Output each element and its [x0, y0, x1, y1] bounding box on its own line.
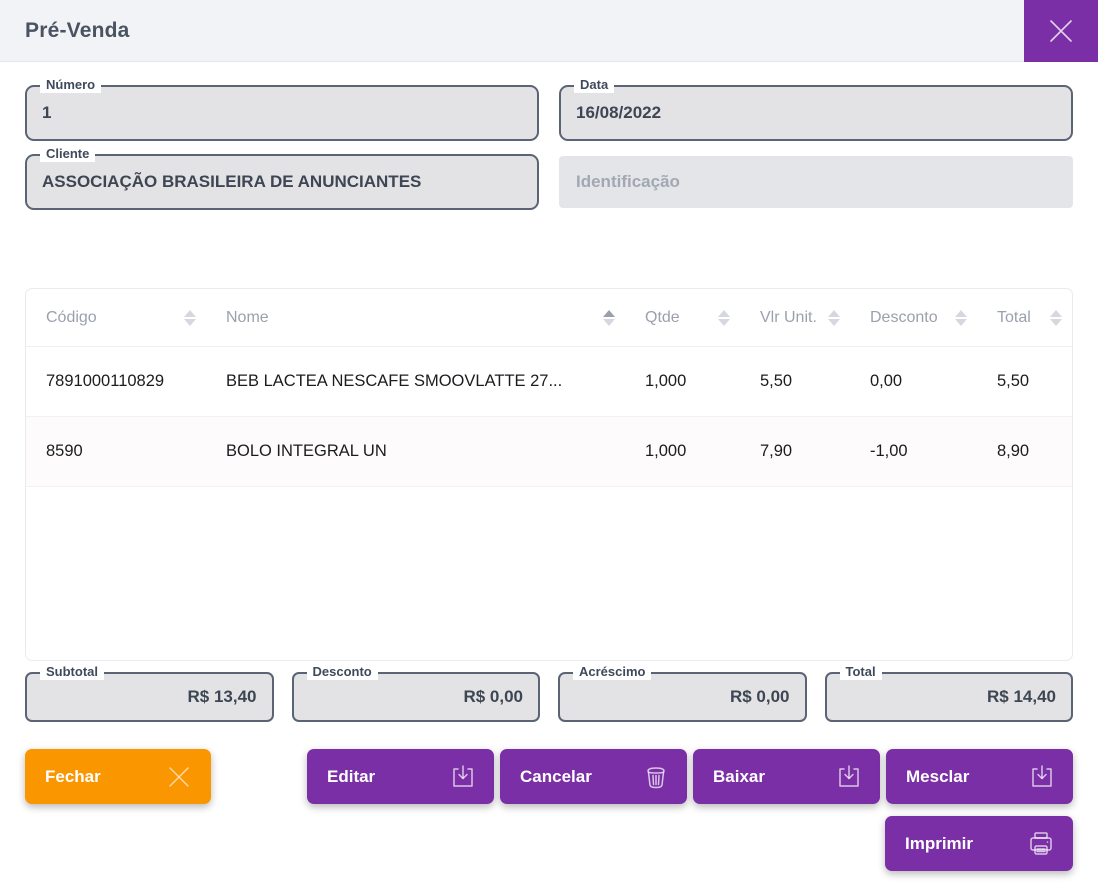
close-icon — [1044, 14, 1078, 48]
items-table: Código Nome Qtde Vlr Unit. Desconto Tota… — [25, 288, 1073, 661]
acrescimo-label: Acréscimo — [573, 664, 652, 680]
subtotal-field: Subtotal R$ 13,40 — [25, 663, 274, 722]
table-row[interactable]: 8590 BOLO INTEGRAL UN 1,000 7,90 -1,00 8… — [26, 417, 1072, 487]
total-label: Total — [839, 664, 882, 680]
printer-icon — [1026, 829, 1056, 859]
cell-qtde: 1,000 — [645, 442, 687, 460]
cancelar-button[interactable]: Cancelar — [500, 749, 687, 804]
print-row: Imprimir — [25, 816, 1073, 871]
cell-qtde: 1,000 — [645, 372, 687, 390]
cliente-field: Cliente — [25, 145, 539, 210]
fechar-button[interactable]: Fechar — [25, 749, 211, 804]
form-fields: Número Data Cliente — [25, 76, 1073, 210]
box-arrow-down-icon — [449, 763, 477, 791]
sort-icon[interactable] — [828, 309, 840, 326]
cell-total: 5,50 — [997, 372, 1030, 390]
data-label: Data — [574, 77, 615, 93]
page-title: Pré-Venda — [25, 18, 130, 42]
modal-body: Número Data Cliente Código Nome Q — [0, 76, 1098, 871]
desconto-field: Desconto R$ 0,00 — [291, 663, 540, 722]
column-header-desconto[interactable]: Desconto — [850, 309, 977, 327]
cell-nome: BEB LACTEA NESCAFE SMOOVLATTE 27... — [226, 372, 563, 390]
numero-input[interactable] — [25, 85, 539, 141]
cell-codigo: 7891000110829 — [46, 372, 165, 390]
cliente-input[interactable] — [25, 154, 539, 210]
cliente-label: Cliente — [40, 146, 96, 162]
cell-desconto: -1,00 — [870, 442, 908, 460]
imprimir-button[interactable]: Imprimir — [885, 816, 1073, 871]
sort-icon[interactable] — [1050, 309, 1062, 326]
sort-icon[interactable] — [718, 309, 730, 326]
subtotal-label: Subtotal — [40, 664, 104, 680]
acrescimo-value: R$ 0,00 — [558, 672, 807, 722]
total-value: R$ 14,40 — [824, 672, 1073, 722]
subtotal-value: R$ 13,40 — [25, 672, 274, 722]
acrescimo-field: Acréscimo R$ 0,00 — [558, 663, 807, 722]
trash-icon — [642, 763, 670, 791]
numero-field: Número — [25, 76, 539, 141]
box-arrow-down-icon — [1028, 763, 1056, 791]
identificacao-field — [559, 145, 1073, 210]
modal-header: Pré-Venda — [0, 0, 1098, 62]
sort-icon[interactable] — [184, 309, 196, 326]
column-header-qtde[interactable]: Qtde — [625, 309, 740, 327]
desconto-value: R$ 0,00 — [291, 672, 540, 722]
data-input[interactable] — [559, 85, 1073, 141]
close-button[interactable] — [1024, 0, 1098, 62]
baixar-button[interactable]: Baixar — [693, 749, 880, 804]
cell-codigo: 8590 — [46, 442, 83, 460]
column-header-vlr-unit[interactable]: Vlr Unit. — [740, 309, 850, 327]
box-arrow-down-icon — [835, 763, 863, 791]
desconto-label: Desconto — [306, 664, 378, 680]
cell-vlr-unit: 7,90 — [760, 442, 793, 460]
summary-row: Subtotal R$ 13,40 Desconto R$ 0,00 Acrés… — [25, 663, 1073, 722]
action-buttons: Fechar Editar Cancelar — [25, 749, 1073, 804]
editar-button[interactable]: Editar — [307, 749, 494, 804]
column-header-total[interactable]: Total — [977, 309, 1072, 327]
x-icon — [164, 762, 194, 792]
purple-button-group: Editar Cancelar Baixar — [307, 749, 1073, 804]
identificacao-input[interactable] — [559, 156, 1073, 208]
table-row[interactable]: 7891000110829 BEB LACTEA NESCAFE SMOOVLA… — [26, 347, 1072, 417]
total-field: Total R$ 14,40 — [824, 663, 1073, 722]
sort-icon[interactable] — [603, 309, 615, 326]
column-header-nome[interactable]: Nome — [206, 309, 625, 327]
cell-total: 8,90 — [997, 442, 1030, 460]
column-header-codigo[interactable]: Código — [26, 309, 206, 327]
cell-nome: BOLO INTEGRAL UN — [226, 442, 387, 460]
sort-icon[interactable] — [955, 309, 967, 326]
data-field: Data — [559, 76, 1073, 141]
numero-label: Número — [40, 77, 102, 93]
cell-desconto: 0,00 — [870, 372, 903, 390]
mesclar-button[interactable]: Mesclar — [886, 749, 1073, 804]
table-header-row: Código Nome Qtde Vlr Unit. Desconto Tota… — [26, 289, 1072, 347]
cell-vlr-unit: 5,50 — [760, 372, 793, 390]
